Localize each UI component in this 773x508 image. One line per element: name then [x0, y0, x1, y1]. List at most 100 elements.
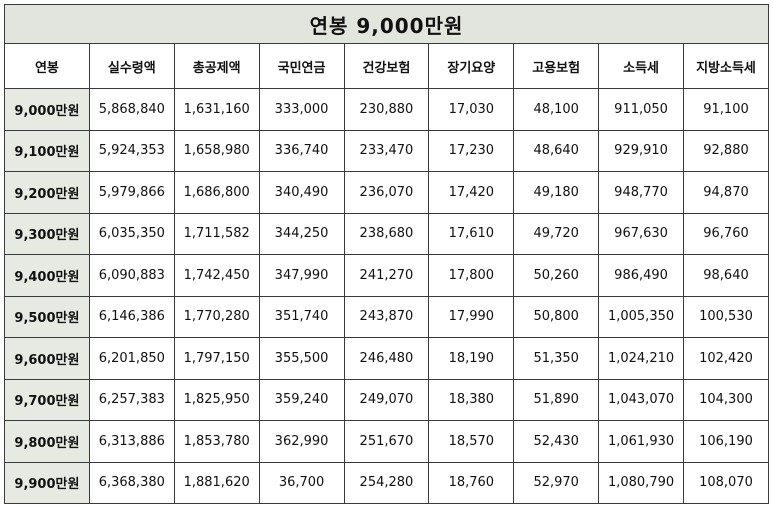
table-cell: 106,190: [683, 420, 769, 463]
salary-table-container: 연봉 9,000만원 연봉 실수령액 총공제액 국민연금 건강보험 장기요양 고용보험 소득세…: [4, 4, 769, 504]
table-cell: 911,050: [598, 88, 684, 131]
table-title-row: 연봉 9,000만원: [4, 4, 769, 44]
table-cell: 929,910: [598, 129, 684, 172]
table-cell: 243,870: [343, 295, 430, 338]
table-cell: 1,024,210: [598, 337, 684, 380]
salary-label-cell: 9,300만원: [4, 212, 90, 255]
table-cell: 359,240: [258, 378, 345, 421]
salary-label-cell: 9,700만원: [4, 378, 90, 421]
table-row: 9,100만원 5,924,353 1,658,980 336,740 233,470 1…: [4, 129, 769, 172]
table-cell: 355,500: [258, 337, 345, 380]
table-cell: 1,711,582: [173, 212, 260, 255]
table-row: 9,800만원 6,313,886 1,853,780 362,990 251,670 1…: [4, 420, 769, 463]
table-row: 9,500만원 6,146,386 1,770,280 351,740 243,870 1…: [4, 295, 769, 338]
column-header: 연봉: [4, 43, 90, 89]
table-cell: 254,280: [343, 461, 430, 504]
salary-label-cell: 9,800만원: [4, 420, 90, 463]
column-header: 총공제액: [173, 43, 260, 89]
table-cell: 1,043,070: [598, 378, 684, 421]
table-cell: 6,146,386: [88, 295, 175, 338]
column-header: 소득세: [598, 43, 684, 89]
table-cell: 351,740: [258, 295, 345, 338]
table-cell: 246,480: [343, 337, 430, 380]
table-cell: 241,270: [343, 254, 430, 297]
salary-label-cell: 9,600만원: [4, 337, 90, 380]
table-cell: 6,368,380: [88, 461, 175, 504]
table-cell: 948,770: [598, 171, 684, 214]
table-cell: 17,800: [428, 254, 515, 297]
table-cell: 6,090,883: [88, 254, 175, 297]
table-cell: 1,881,620: [173, 461, 260, 504]
table-cell: 1,061,930: [598, 420, 684, 463]
table-cell: 986,490: [598, 254, 684, 297]
table-cell: 18,190: [428, 337, 515, 380]
salary-label-cell: 9,900만원: [4, 461, 90, 504]
table-cell: 48,100: [513, 88, 600, 131]
table-cell: 1,080,790: [598, 461, 684, 504]
table-cell: 6,313,886: [88, 420, 175, 463]
table-cell: 96,760: [683, 212, 769, 255]
table-title: 연봉 9,000만원: [4, 4, 769, 44]
table-cell: 238,680: [343, 212, 430, 255]
column-header: 고용보험: [513, 43, 600, 89]
table-cell: 1,658,980: [173, 129, 260, 172]
table-body: 9,000만원 5,868,840 1,631,160 333,000 230,880 1…: [4, 88, 769, 504]
salary-label-cell: 9,500만원: [4, 295, 90, 338]
table-cell: 91,100: [683, 88, 769, 131]
table-row: 9,900만원 6,368,380 1,881,620 36,700 254,280 18…: [4, 461, 769, 504]
table-cell: 51,350: [513, 337, 600, 380]
salary-label-cell: 9,100만원: [4, 129, 90, 172]
table-row: 9,000만원 5,868,840 1,631,160 333,000 230,880 1…: [4, 88, 769, 131]
table-cell: 236,070: [343, 171, 430, 214]
table-cell: 108,070: [683, 461, 769, 504]
table-cell: 1,631,160: [173, 88, 260, 131]
table-cell: 5,868,840: [88, 88, 175, 131]
table-cell: 17,230: [428, 129, 515, 172]
table-cell: 233,470: [343, 129, 430, 172]
table-cell: 6,035,350: [88, 212, 175, 255]
column-header: 지방소득세: [683, 43, 769, 89]
table-cell: 5,979,866: [88, 171, 175, 214]
table-cell: 17,990: [428, 295, 515, 338]
salary-label-cell: 9,400만원: [4, 254, 90, 297]
table-cell: 17,610: [428, 212, 515, 255]
table-cell: 48,640: [513, 129, 600, 172]
table-cell: 230,880: [343, 88, 430, 131]
table-cell: 967,630: [598, 212, 684, 255]
table-cell: 49,180: [513, 171, 600, 214]
table-cell: 49,720: [513, 212, 600, 255]
table-cell: 36,700: [258, 461, 345, 504]
table-cell: 362,990: [258, 420, 345, 463]
table-cell: 333,000: [258, 88, 345, 131]
table-cell: 50,260: [513, 254, 600, 297]
table-cell: 1,005,350: [598, 295, 684, 338]
table-row: 9,200만원 5,979,866 1,686,800 340,490 236,070 1…: [4, 171, 769, 214]
table-row: 9,300만원 6,035,350 1,711,582 344,250 238,680 1…: [4, 212, 769, 255]
salary-label-cell: 9,200만원: [4, 171, 90, 214]
table-header-row: 연봉 실수령액 총공제액 국민연금 건강보험 장기요양 고용보험 소득세 지방소득세: [4, 43, 769, 89]
table-cell: 249,070: [343, 378, 430, 421]
table-cell: 1,797,150: [173, 337, 260, 380]
table-cell: 18,570: [428, 420, 515, 463]
table-cell: 6,257,383: [88, 378, 175, 421]
table-cell: 1,770,280: [173, 295, 260, 338]
table-cell: 100,530: [683, 295, 769, 338]
table-cell: 50,800: [513, 295, 600, 338]
table-cell: 92,880: [683, 129, 769, 172]
table-cell: 18,380: [428, 378, 515, 421]
column-header: 장기요양: [428, 43, 515, 89]
table-cell: 18,760: [428, 461, 515, 504]
table-cell: 102,420: [683, 337, 769, 380]
table-cell: 1,686,800: [173, 171, 260, 214]
column-header: 실수령액: [88, 43, 175, 89]
column-header: 건강보험: [343, 43, 430, 89]
table-row: 9,400만원 6,090,883 1,742,450 347,990 241,270 1…: [4, 254, 769, 297]
salary-table: 연봉 9,000만원 연봉 실수령액 총공제액 국민연금 건강보험 장기요양 고용보험 소득세…: [4, 4, 769, 504]
table-cell: 344,250: [258, 212, 345, 255]
table-cell: 1,853,780: [173, 420, 260, 463]
table-cell: 336,740: [258, 129, 345, 172]
table-cell: 5,924,353: [88, 129, 175, 172]
column-header: 국민연금: [258, 43, 345, 89]
table-cell: 94,870: [683, 171, 769, 214]
table-cell: 251,670: [343, 420, 430, 463]
